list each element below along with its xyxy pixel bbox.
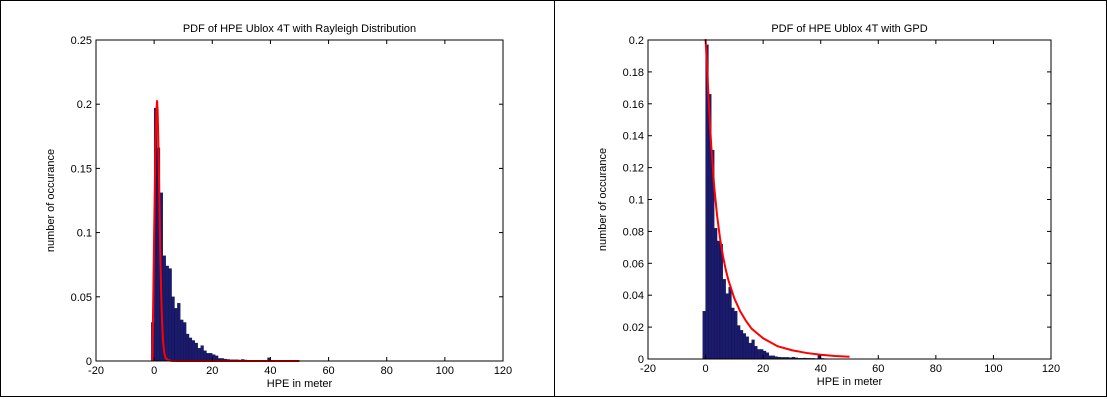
x-tick-label: 80	[381, 365, 393, 377]
y-tick-label: 0.05	[71, 292, 92, 304]
histogram-bar	[203, 350, 207, 362]
histogram-bar	[194, 342, 198, 362]
x-tick-label: 120	[1042, 363, 1060, 375]
histogram-bar	[754, 346, 758, 360]
histogram-bar	[737, 325, 741, 360]
histogram-bar	[745, 336, 749, 360]
y-tick-label: 0.04	[623, 290, 644, 302]
x-axis-label: HPE in meter	[267, 378, 333, 390]
x-tick-label: 0	[703, 363, 709, 375]
x-tick-label: 0	[151, 365, 157, 377]
y-tick-label: 0.14	[623, 131, 644, 143]
y-tick-label: 0	[638, 354, 644, 366]
axes-box	[95, 39, 504, 362]
histogram-bar	[725, 293, 729, 360]
y-tick-label: 0.16	[623, 99, 644, 111]
histogram-bar	[197, 348, 201, 362]
histogram-bar	[751, 339, 755, 360]
chart-rayleigh: -20 0 20 40 60 80 100 12000.050.10.150.20.25PDF…	[45, 23, 512, 390]
y-axis-label: number of occurance	[45, 149, 57, 252]
x-tick-label: 60	[872, 363, 884, 375]
histogram-bar	[742, 333, 747, 360]
histogram-bar	[191, 340, 195, 362]
x-tick-label: 120	[494, 365, 512, 377]
x-tick-label: 20	[757, 363, 769, 375]
histogram-bar	[185, 333, 190, 362]
histogram-bar	[206, 353, 210, 362]
x-tick-label: 40	[264, 365, 276, 377]
y-tick-label: 0.08	[623, 226, 644, 238]
x-tick-label: 20	[206, 365, 218, 377]
y-tick-label: 0	[86, 356, 92, 368]
histogram-bar	[702, 310, 706, 360]
x-tick-label: 100	[436, 365, 454, 377]
chart-panel-left: -20 0 20 40 60 80 100 120 0 0.05 0.1 0.15 0.2 0.25 PDF…	[0, 0, 555, 397]
histogram-bar	[719, 244, 723, 360]
histogram-bar	[188, 337, 193, 362]
y-tick-label: 0.1	[77, 228, 92, 240]
histogram-bar	[731, 307, 735, 360]
histogram-bar	[168, 268, 172, 362]
y-axis-label: number of occurance	[597, 148, 609, 251]
histogram-bar	[200, 345, 204, 362]
x-tick-label: 60	[322, 365, 334, 377]
x-tick-label: 100	[984, 363, 1002, 375]
fit-curve	[704, 39, 850, 358]
histogram-bar	[748, 342, 752, 360]
histogram-bar	[728, 287, 732, 360]
chart-panel-right: -20 0 20 40 60 80 100 120 0 0.02 0.04 0.06 0.08 0.1 0.…	[554, 0, 1107, 397]
y-tick-label: 0.2	[77, 99, 92, 111]
histogram-bar	[180, 319, 184, 362]
histogram-bar	[757, 349, 761, 360]
histogram-bar	[739, 330, 744, 360]
histogram-bar	[177, 303, 181, 362]
histogram-bar	[734, 310, 738, 360]
histogram-bar	[183, 322, 187, 362]
y-tick-label: 0.02	[623, 322, 644, 334]
chart-title: PDF of HPE Ublox 4T with GPD	[771, 23, 927, 35]
histogram-bar	[714, 228, 718, 360]
histogram-bar	[165, 265, 169, 362]
x-tick-label: 40	[815, 363, 827, 375]
y-tick-label: 0.06	[623, 258, 644, 270]
histogram-bar	[716, 240, 721, 360]
y-tick-label: 0.2	[629, 35, 644, 47]
histogram-bar	[171, 296, 175, 362]
histogram-bar	[174, 308, 178, 362]
y-tick-label: 0.15	[71, 163, 92, 175]
x-tick-label: 80	[930, 363, 942, 375]
x-tick-label: -20	[88, 365, 104, 377]
histogram-bar	[765, 352, 770, 360]
y-tick-label: 0.1	[629, 195, 644, 207]
histogram-bar	[722, 279, 726, 360]
y-tick-label: 0.12	[623, 163, 644, 175]
x-tick-label: -20	[640, 363, 656, 375]
chart-gpd: -20 0 20 40 60 80 100 12000.020.040.060.080.10.…	[597, 23, 1060, 388]
y-tick-label: 0.18	[623, 67, 644, 79]
chart-title: PDF of HPE Ublox 4T with Rayleigh Distri…	[183, 23, 416, 35]
y-tick-label: 0.25	[71, 35, 92, 47]
x-axis-label: HPE in meter	[817, 376, 883, 388]
